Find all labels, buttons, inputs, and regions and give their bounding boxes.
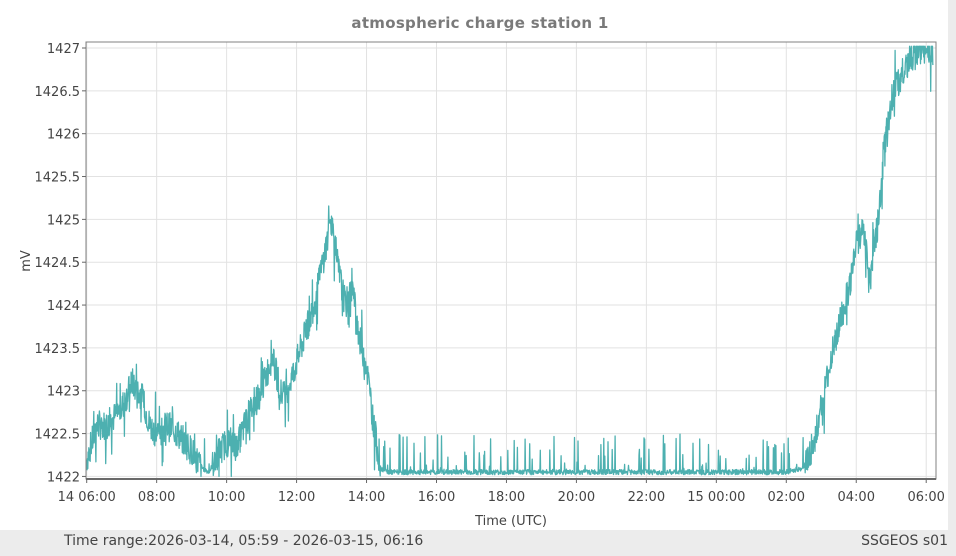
x-tick-label: 22:00 — [628, 490, 665, 505]
y-axis-label: mV — [19, 250, 34, 272]
y-tick-label: 1423.5 — [35, 342, 81, 357]
y-tick-label: 1422.5 — [35, 428, 81, 443]
x-tick-label: 08:00 — [138, 490, 175, 505]
x-tick-label: 02:00 — [768, 490, 805, 505]
y-tick-label: 1423 — [47, 385, 80, 400]
y-axis-ticks: 1422 1422.5 1423 1423.5 1424 1424.5 1425 1425.5… — [35, 42, 86, 485]
y-tick-label: 1422 — [47, 470, 80, 485]
x-tick-label: 04:00 — [838, 490, 875, 505]
y-tick-label: 1425.5 — [35, 171, 81, 186]
y-tick-label: 1424 — [47, 299, 80, 314]
x-axis-label: Time (UTC) — [474, 514, 547, 529]
x-tick-label: 06:00 — [907, 490, 944, 505]
x-tick-label: 15 00:00 — [687, 490, 745, 505]
x-tick-label: 16:00 — [418, 490, 455, 505]
x-tick-label: 20:00 — [558, 490, 595, 505]
y-tick-label: 1424.5 — [35, 256, 81, 271]
plot-frame — [85, 41, 937, 480]
grid-lines — [86, 42, 936, 479]
chart-title: atmospheric charge station 1 — [351, 14, 609, 32]
y-tick-label: 1427 — [47, 42, 80, 57]
x-tick-label: 14 06:00 — [58, 490, 116, 505]
x-tick-label: 14:00 — [348, 490, 385, 505]
time-range-label: Time range:2026-03-14, 05:59 - 2026-03-1… — [64, 533, 424, 549]
x-tick-label: 18:00 — [488, 490, 525, 505]
x-tick-label: 12:00 — [278, 490, 315, 505]
station-id-label: SSGEOS s01 — [861, 533, 948, 549]
y-tick-label: 1426 — [47, 128, 80, 143]
data-series — [86, 45, 934, 478]
x-axis-ticks: 14 06:00 08:00 10:00 12:00 14:00 16:00 18:00 20… — [58, 479, 945, 505]
y-tick-label: 1425 — [47, 213, 80, 228]
y-tick-label: 1426.5 — [35, 85, 81, 100]
x-tick-label: 10:00 — [208, 490, 245, 505]
